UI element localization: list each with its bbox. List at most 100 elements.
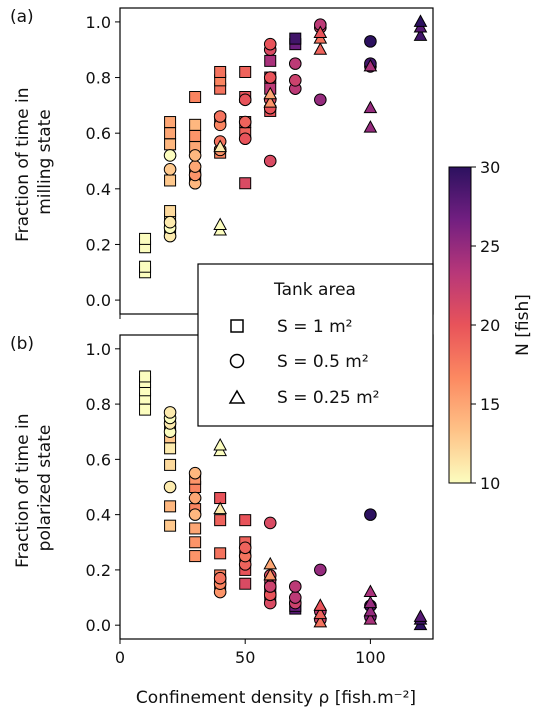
panel-b-ytick-label: 0.4 (86, 506, 111, 525)
square-point (189, 129, 202, 142)
square-point (164, 442, 177, 455)
panel-b-xtick-label: 50 (235, 648, 255, 667)
x-axis-label: Confinement density ρ [fish.m⁻²] (136, 688, 416, 708)
triangle-point (263, 86, 278, 100)
panel-b-axes: 0.0 0.2 0.4 0.6 0.8 1.0 0 50 100 (86, 340, 386, 667)
triangle-point (363, 584, 378, 598)
circle-point (263, 37, 277, 51)
panel-a: (a) Fraction of time in milling state 0.… (10, 7, 434, 319)
circle-point (238, 132, 252, 146)
panel-a-ytick-label: 0.2 (86, 235, 111, 254)
square-point (164, 458, 177, 471)
panel-b-ytick-label: 1.0 (86, 340, 111, 359)
colorbar-tick-label: 25 (480, 237, 500, 256)
legend-label-triangle: S = 0.25 m² (277, 388, 379, 408)
colorbar-ticks: 10 15 20 25 30 (471, 158, 500, 493)
circle-point (188, 149, 202, 162)
circle-point (163, 163, 177, 176)
triangle-point (413, 28, 428, 41)
square-point (239, 65, 252, 78)
legend: Tank area S = 1 m² S = 0.5 m² S = 0.25 m… (197, 263, 434, 427)
square-point (264, 54, 277, 67)
triangle-point (263, 556, 278, 570)
colorbar-gradient (448, 166, 472, 484)
circle-point (263, 154, 277, 168)
colorbar-tick-label: 20 (480, 316, 500, 335)
circle-point (314, 93, 327, 107)
circle-point (288, 57, 302, 70)
panel-b-ytick-label: 0.0 (86, 616, 111, 635)
panel-a-points (139, 14, 428, 279)
square-point (239, 514, 252, 527)
circle-point (238, 541, 252, 555)
circle-point (188, 160, 202, 173)
triangle-point (313, 614, 328, 628)
colorbar-tick-label: 15 (480, 395, 500, 414)
square-point (164, 138, 177, 151)
circle-point (263, 71, 277, 84)
panel-b-ylabel: Fraction of time in polarized state (13, 408, 55, 568)
triangle-point (313, 598, 328, 611)
square-point (189, 536, 202, 549)
square-point (164, 519, 177, 532)
panel-a-ylabel: Fraction of time in milling state (13, 82, 55, 242)
circle-point (188, 466, 202, 480)
circle-point (288, 74, 302, 87)
square-point (139, 370, 152, 383)
panel-a-ytick-label: 0.8 (86, 69, 111, 88)
circle-point (188, 491, 202, 505)
legend-triangle-icon (228, 389, 246, 404)
square-point (289, 32, 302, 45)
triangle-point (313, 42, 328, 55)
panel-a-ylabel-line-2: milling state (35, 109, 55, 215)
panel-b: (b) Fraction of time in polarized state … (10, 334, 434, 667)
triangle-point (363, 595, 378, 609)
square-point (139, 232, 152, 245)
triangle-point (363, 603, 378, 617)
circle-point (188, 508, 202, 521)
legend-square-icon (230, 319, 244, 333)
panel-a-label: (a) (10, 7, 34, 27)
circle-point (263, 516, 277, 530)
panel-b-xtick-label: 0 (115, 648, 125, 667)
circle-point (213, 110, 227, 123)
triangle-point (313, 606, 328, 620)
colorbar-tick-label: 10 (480, 474, 500, 493)
panel-a-ytick-label: 0.0 (86, 291, 111, 310)
triangle-point (213, 217, 228, 230)
triangle-point (413, 14, 428, 27)
square-point (239, 177, 252, 190)
colorbar: 10 15 20 25 30 N [fish] (448, 158, 533, 493)
square-point (164, 127, 177, 140)
triangle-point (363, 100, 378, 114)
panel-b-ytick-label: 0.8 (86, 395, 111, 414)
triangle-point (363, 58, 378, 72)
colorbar-label: N [fish] (513, 294, 533, 356)
square-point (189, 118, 202, 131)
circle-point (364, 508, 377, 521)
circle-point (163, 480, 177, 494)
circle-point (163, 406, 177, 419)
circle-point (213, 571, 227, 585)
triangle-point (413, 609, 428, 622)
square-point (164, 174, 177, 187)
legend-label-circle: S = 0.5 m² (277, 352, 369, 372)
square-point (139, 403, 152, 416)
panel-b-ytick-label: 0.2 (86, 561, 111, 580)
panel-b-ylabel-line-1: Fraction of time in (13, 414, 33, 568)
legend-label-square: S = 1 m² (277, 317, 352, 337)
circle-point (238, 115, 252, 129)
circle-point (238, 93, 252, 107)
panel-b-ytick-label: 0.6 (86, 450, 111, 469)
square-point (214, 547, 227, 560)
square-point (214, 65, 227, 78)
triangle-point (313, 25, 328, 39)
circle-point (288, 580, 302, 593)
square-point (189, 550, 202, 563)
square-point (164, 205, 177, 218)
circle-point (314, 563, 327, 577)
square-point (239, 577, 252, 590)
triangle-point (213, 139, 228, 153)
panel-a-ylabel-line-1: Fraction of time in (13, 88, 33, 242)
square-point (189, 91, 202, 104)
